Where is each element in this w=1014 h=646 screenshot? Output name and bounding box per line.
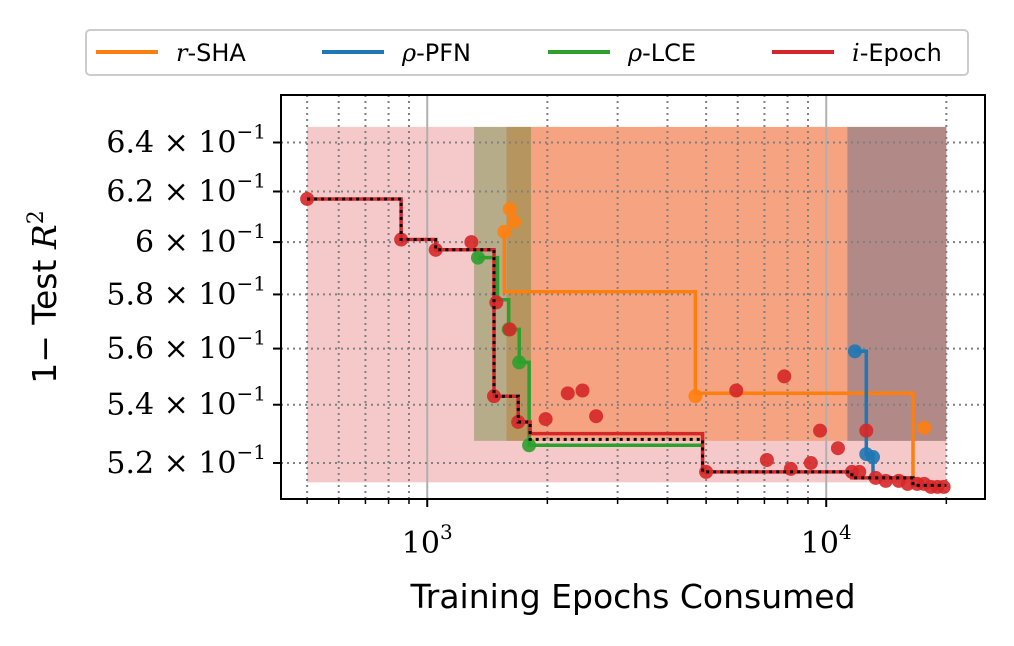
epoch-point [852,464,867,479]
epoch-point [759,453,774,468]
pfn-point [866,450,881,465]
epoch-point [878,473,893,488]
epoch-point [803,455,818,470]
legend-label-epoch: i-Epoch [852,39,942,67]
y-tick-exp: −1 [237,440,266,464]
y-axis-label-var: R [25,224,64,250]
best-envelope [307,197,947,487]
y-tick-exp: −1 [237,271,266,295]
legend-label-rsha: r-SHA [176,39,246,67]
x-tick-exp: 3 [440,520,453,544]
x-tick-label: 103 [402,520,453,561]
rsha-point [497,224,512,239]
epoch-point [538,412,553,427]
y-tick-label: 5.8 × 10−1 [106,271,266,312]
epoch-point [813,423,828,438]
lce-point [512,355,527,370]
y-tick-label: 5.6 × 10−1 [106,326,266,367]
legend-label-lce: ρ-LCE [627,39,696,67]
y-tick-mantissa: 5.2 × 10 [106,446,236,481]
epoch-point [936,479,951,494]
legend-label-pfn: ρ-PFN [401,39,471,67]
legend-label-rest: -LCE [642,39,696,67]
epoch-point [489,295,504,310]
y-tick-label: 6 × 10−1 [135,219,266,260]
legend-label-var: r [176,39,189,67]
rsha-point [507,214,522,229]
y-tick-label: 6.4 × 10−1 [106,119,266,160]
y-tick-label: 6.2 × 10−1 [106,168,266,209]
rsha-point [917,420,932,435]
legend-label-var: ρ [627,39,642,67]
y-tick-mantissa: 6.2 × 10 [106,174,236,209]
epoch-point [729,383,744,398]
y-tick-exp: −1 [237,326,266,350]
x-axis-label: Training Epochs Consumed [409,577,855,616]
epoch-point [859,423,874,438]
confidence-shades [307,126,947,483]
epoch-point [486,389,501,404]
legend-label-rest: -Epoch [860,39,942,67]
y-tick-mantissa: 6.4 × 10 [106,125,236,160]
best-envelope-line [307,197,947,487]
y-tick-exp: −1 [237,168,266,192]
x-axis-ticks: 103 104 [306,499,948,561]
y-tick-mantissa: 5.4 × 10 [106,388,236,423]
epoch-point [589,409,604,424]
lce-shade [474,126,532,441]
x-tick-label: 104 [801,520,852,561]
legend-label-rest: -SHA [187,39,246,67]
lce-point [470,250,485,265]
y-tick-exp: −1 [237,219,266,243]
y-tick-exp: −1 [237,119,266,143]
lce-point [522,438,537,453]
epoch-shade [307,126,947,483]
epoch-point [428,242,443,257]
epoch-point [575,383,590,398]
pfn-point [847,344,862,359]
x-tick-base: 10 [801,526,839,561]
legend-label-var: i [852,39,860,67]
y-axis-label-sup: 2 [24,210,49,224]
y-tick-exp: −1 [237,382,266,406]
y-axis-label: 1− Test R2 [24,210,64,383]
epoch-point [830,441,845,456]
legend-label-rest: -PFN [416,39,471,67]
y-tick-mantissa: 6 × 10 [135,225,236,260]
epoch-point [777,369,792,384]
x-tick-exp: 4 [839,520,852,544]
series-points [300,191,951,494]
y-tick-mantissa: 5.6 × 10 [106,332,236,367]
y-tick-label: 5.4 × 10−1 [106,382,266,423]
x-tick-base: 10 [402,526,440,561]
plot-frame [280,94,986,500]
epoch-point [502,322,517,337]
pfn-shade [847,126,947,441]
legend: r-SHA ρ-PFN ρ-LCE i-Epoch [85,29,969,76]
epoch-point [783,461,798,476]
rsha-point [688,389,703,404]
rsha-point [502,202,517,217]
epoch-point [560,386,575,401]
epoch-point [464,235,479,250]
y-axis-label-prefix: 1− Test [25,249,64,384]
epoch-point [699,464,714,479]
y-tick-label: 5.2 × 10−1 [106,440,266,481]
legend-label-var: ρ [401,39,416,67]
y-tick-mantissa: 5.8 × 10 [106,277,236,312]
legend-frame [85,29,969,76]
y-axis-ticks: 5.2 × 10−15.4 × 10−15.6 × 10−15.8 × 10−1… [106,119,281,481]
